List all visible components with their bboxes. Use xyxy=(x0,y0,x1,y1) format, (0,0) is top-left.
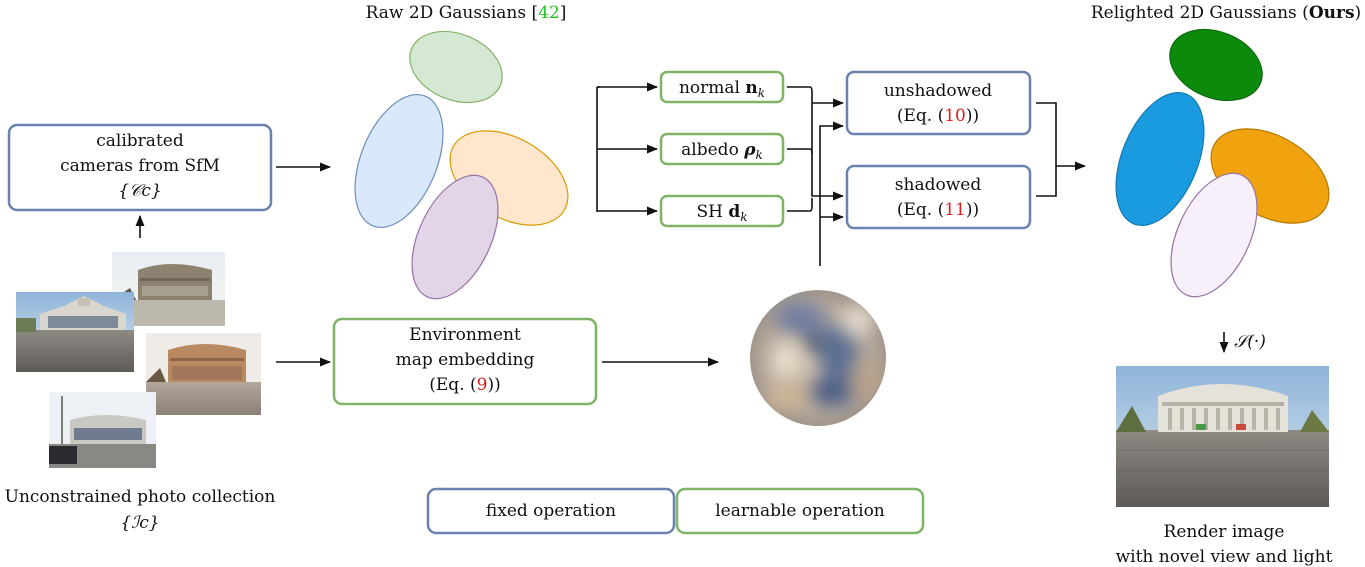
env-line1: Environment xyxy=(409,325,521,345)
relit-gaussians xyxy=(1115,28,1330,298)
rendered-image xyxy=(1116,366,1329,507)
render-caption-line2: with novel view and light xyxy=(1116,547,1333,567)
raw-gaussian-green xyxy=(409,30,503,104)
collection-symbol: {ℐc} xyxy=(120,513,159,533)
relit-gaussian-green xyxy=(1169,28,1263,102)
raw-gaussians-title: Raw 2D Gaussians [42] xyxy=(366,3,567,23)
raw-gaussians xyxy=(354,30,569,300)
svg-text:fixed operation: fixed operation xyxy=(486,501,616,521)
photo-thumbnail xyxy=(146,333,261,415)
shadowed-box: shadowed (Eq. (11)) xyxy=(845,164,1032,230)
normal-box: normal nk xyxy=(659,70,785,104)
svg-text:(Eq. (10)): (Eq. (10)) xyxy=(897,106,979,126)
unshadowed-box: unshadowed (Eq. (10)) xyxy=(845,70,1032,136)
relit-gaussian-blue xyxy=(1115,91,1205,227)
eq-ref-9[interactable]: 9 xyxy=(477,375,488,395)
photo-collection xyxy=(16,252,261,468)
legend-fixed xyxy=(426,487,676,535)
env-eq: (Eq. (9)) xyxy=(429,375,500,395)
eq-ref-11[interactable]: 11 xyxy=(944,200,966,220)
svg-text:(Eq. (11)): (Eq. (11)) xyxy=(897,200,979,220)
legend: fixed operation learnable operation xyxy=(426,487,925,535)
arrows xyxy=(135,82,1229,367)
render-caption-line1: Render image xyxy=(1164,522,1285,542)
cameras-line1: calibrated xyxy=(96,131,184,151)
svg-text:normal nk: normal nk xyxy=(679,78,765,100)
svg-text:SH dk: SH dk xyxy=(696,202,747,224)
svg-text:shadowed: shadowed xyxy=(895,175,982,195)
render-operator: 𝒮(·) xyxy=(1234,332,1266,352)
raw-gaussian-purple xyxy=(411,174,499,300)
environment-map-sphere xyxy=(750,290,886,426)
svg-text:unshadowed: unshadowed xyxy=(884,81,992,101)
env-line2: map embedding xyxy=(396,350,535,370)
sh-box: SH dk xyxy=(659,194,785,228)
collection-caption: Unconstrained photo collection xyxy=(5,487,276,507)
cameras-line2: cameras from SfM xyxy=(60,156,220,176)
cameras-box: calibrated cameras from SfM {𝒞c} xyxy=(7,123,273,212)
relit-gaussians-title: Relighted 2D Gaussians (Ours) xyxy=(1091,3,1361,23)
photo-thumbnail xyxy=(49,392,156,468)
cameras-symbol: {𝒞c} xyxy=(118,181,162,201)
relit-gaussian-lilac xyxy=(1170,172,1258,298)
photo-thumbnail xyxy=(16,292,134,372)
raw-gaussian-blue xyxy=(354,93,444,229)
albedo-box: albedo ρk xyxy=(659,132,785,166)
env-map-box: Environment map embedding (Eq. (9)) xyxy=(332,317,598,406)
svg-text:learnable operation: learnable operation xyxy=(715,501,885,521)
citation-ref[interactable]: 42 xyxy=(538,3,560,23)
svg-text:albedo ρk: albedo ρk xyxy=(681,140,763,162)
eq-ref-10[interactable]: 10 xyxy=(944,106,966,126)
legend-learnable xyxy=(675,487,925,535)
